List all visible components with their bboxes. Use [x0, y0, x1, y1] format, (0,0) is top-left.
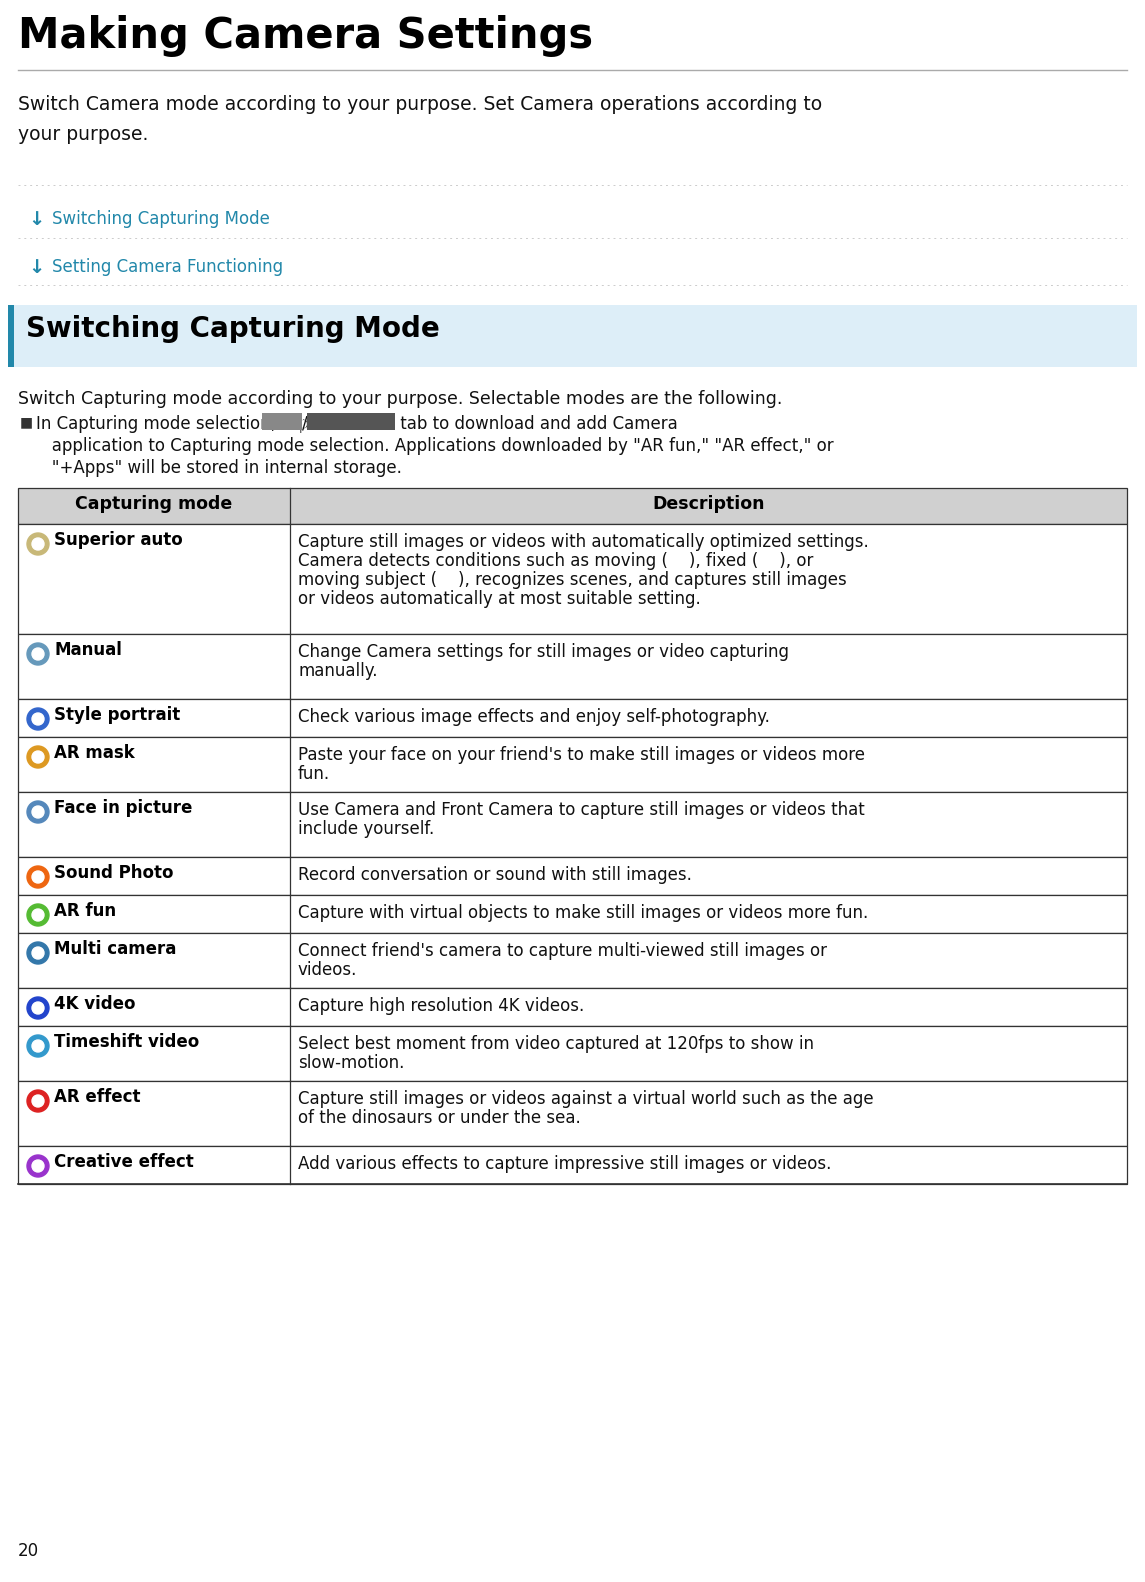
Text: Capture high resolution 4K videos.: Capture high resolution 4K videos. [298, 997, 584, 1016]
Circle shape [32, 751, 44, 763]
Text: Paste your face on your friend's to make still images or videos more: Paste your face on your friend's to make… [298, 747, 864, 764]
Text: videos.: videos. [298, 960, 357, 979]
Text: manually.: manually. [298, 661, 378, 680]
Text: Switching Capturing Mode: Switching Capturing Mode [26, 315, 440, 343]
Circle shape [27, 1155, 49, 1177]
Text: Sound Photo: Sound Photo [54, 864, 174, 883]
Circle shape [32, 910, 44, 921]
FancyBboxPatch shape [18, 933, 1127, 989]
Text: Capturing mode: Capturing mode [76, 495, 232, 513]
FancyBboxPatch shape [8, 305, 14, 367]
Text: AR effect: AR effect [54, 1088, 141, 1106]
Text: Making Camera Settings: Making Camera Settings [18, 14, 593, 57]
Text: your purpose.: your purpose. [18, 125, 149, 144]
Circle shape [32, 538, 44, 551]
Text: Manual: Manual [54, 641, 121, 660]
Circle shape [27, 865, 49, 888]
Circle shape [32, 1160, 44, 1172]
Text: Capture still images or videos against a virtual world such as the age: Capture still images or videos against a… [298, 1090, 874, 1107]
Text: /: / [302, 414, 308, 433]
Text: Check various image effects and enjoy self-photography.: Check various image effects and enjoy se… [298, 709, 769, 726]
Text: ↓: ↓ [27, 258, 45, 277]
Circle shape [27, 533, 49, 555]
FancyBboxPatch shape [262, 413, 302, 430]
FancyBboxPatch shape [18, 1081, 1127, 1145]
Text: ■: ■ [19, 414, 33, 429]
Text: Select best moment from video captured at 120fps to show in: Select best moment from video captured a… [298, 1035, 814, 1054]
Circle shape [27, 800, 49, 823]
FancyBboxPatch shape [18, 524, 1127, 634]
FancyBboxPatch shape [18, 857, 1127, 895]
FancyBboxPatch shape [8, 305, 1137, 367]
Text: Record conversation or sound with still images.: Record conversation or sound with still … [298, 865, 692, 884]
Text: Superior auto: Superior auto [54, 532, 183, 549]
Text: Change Camera settings for still images or video capturing: Change Camera settings for still images … [298, 642, 789, 661]
Text: moving subject (    ), recognizes scenes, and captures still images: moving subject ( ), recognizes scenes, a… [298, 571, 847, 589]
FancyBboxPatch shape [307, 413, 395, 430]
Text: In Capturing mode selection, Tap: In Capturing mode selection, Tap [35, 414, 315, 433]
FancyBboxPatch shape [18, 989, 1127, 1027]
Text: Face in picture: Face in picture [54, 799, 192, 816]
Text: Capture still images or videos with automatically optimized settings.: Capture still images or videos with auto… [298, 533, 869, 551]
FancyBboxPatch shape [18, 1027, 1127, 1081]
Circle shape [32, 1001, 44, 1014]
Text: Camera detects conditions such as moving (    ), fixed (    ), or: Camera detects conditions such as moving… [298, 552, 813, 570]
FancyBboxPatch shape [18, 634, 1127, 699]
Text: +Apps: +Apps [264, 414, 319, 433]
Text: slow-motion.: slow-motion. [298, 1054, 404, 1073]
Circle shape [27, 1035, 49, 1057]
Text: tab to download and add Camera: tab to download and add Camera [395, 414, 678, 433]
Text: or videos automatically at most suitable setting.: or videos automatically at most suitable… [298, 590, 701, 607]
Text: Switching Capturing Mode: Switching Capturing Mode [52, 210, 270, 228]
Text: AR mask: AR mask [54, 744, 135, 763]
Text: "+Apps" will be stored in internal storage.: "+Apps" will be stored in internal stora… [35, 459, 402, 478]
Circle shape [32, 1095, 44, 1107]
Text: AR fun: AR fun [54, 902, 116, 921]
Text: Style portrait: Style portrait [54, 706, 180, 725]
Text: Switch Capturing mode according to your purpose. Selectable modes are the follow: Switch Capturing mode according to your … [18, 391, 782, 408]
Text: Switch Camera mode according to your purpose. Set Camera operations according to: Switch Camera mode according to your pur… [18, 95, 822, 114]
Text: Setting Camera Functioning: Setting Camera Functioning [52, 258, 283, 275]
Text: 4K video: 4K video [54, 995, 135, 1012]
Text: ↓: ↓ [27, 210, 45, 229]
Text: application to Capturing mode selection. Applications downloaded by "AR fun," "A: application to Capturing mode selection.… [35, 437, 834, 456]
Circle shape [32, 713, 44, 725]
Text: include yourself.: include yourself. [298, 819, 434, 838]
Text: Creative effect: Creative effect [54, 1153, 194, 1171]
FancyBboxPatch shape [18, 793, 1127, 857]
FancyBboxPatch shape [18, 737, 1127, 793]
FancyBboxPatch shape [18, 895, 1127, 933]
FancyBboxPatch shape [18, 1145, 1127, 1183]
Text: Description: Description [653, 495, 765, 513]
Circle shape [27, 642, 49, 664]
Circle shape [32, 872, 44, 883]
Text: 20: 20 [18, 1542, 39, 1560]
Circle shape [32, 649, 44, 660]
Text: of the dinosaurs or under the sea.: of the dinosaurs or under the sea. [298, 1109, 581, 1126]
Text: fun.: fun. [298, 766, 330, 783]
Circle shape [27, 709, 49, 729]
Circle shape [27, 747, 49, 767]
Circle shape [27, 941, 49, 963]
Circle shape [32, 948, 44, 959]
Text: Capture with virtual objects to make still images or videos more fun.: Capture with virtual objects to make sti… [298, 903, 868, 922]
Text: Timeshift video: Timeshift video [54, 1033, 199, 1050]
Circle shape [32, 1039, 44, 1052]
Circle shape [27, 1090, 49, 1112]
FancyBboxPatch shape [18, 699, 1127, 737]
Text: Use Camera and Front Camera to capture still images or videos that: Use Camera and Front Camera to capture s… [298, 800, 864, 819]
FancyBboxPatch shape [18, 487, 1127, 524]
Text: Multi camera: Multi camera [54, 940, 176, 959]
Text: Add various effects to capture impressive still images or videos.: Add various effects to capture impressiv… [298, 1155, 831, 1172]
Text: Connect friend's camera to capture multi-viewed still images or: Connect friend's camera to capture multi… [298, 941, 827, 960]
Text: DOWNLOADABLE: DOWNLOADABLE [309, 414, 451, 433]
Circle shape [32, 805, 44, 818]
Circle shape [27, 903, 49, 925]
Circle shape [27, 997, 49, 1019]
